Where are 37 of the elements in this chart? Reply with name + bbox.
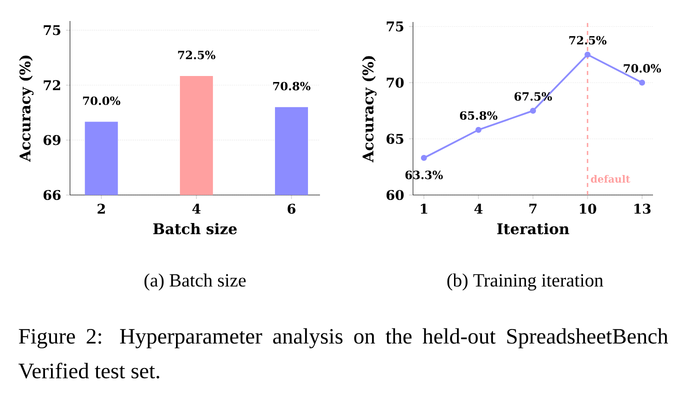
y-axis-title: Accuracy (%)	[362, 56, 377, 162]
data-label: 70.0%	[83, 96, 120, 106]
y-tick-label: 66	[44, 190, 61, 200]
x-tick-label: 2	[98, 204, 105, 214]
y-tick-label: 75	[386, 22, 404, 32]
y-tick-label: 60	[386, 190, 404, 200]
x-axis-title: Iteration	[497, 222, 570, 234]
y-tick-label: 72	[44, 80, 60, 90]
data-label: 72.5%	[178, 50, 216, 60]
data-label: 65.8%	[460, 111, 498, 120]
x-tick-label: 4	[474, 204, 483, 214]
data-label: 70.8%	[273, 82, 310, 90]
x-tick-label: 1	[420, 204, 428, 214]
data-label: 63.3%	[405, 170, 443, 180]
y-tick-label: 69	[44, 135, 60, 146]
caption: Figure 2: Hyperparameter analysis on the held-out SpreadsheetBench Verified test set.	[18, 328, 668, 379]
data-label: 72.5%	[569, 36, 606, 45]
x-tick-label: 6	[288, 204, 296, 214]
y-tick-label: 70	[386, 78, 404, 88]
point	[530, 108, 536, 114]
x-tick-label: 13	[634, 204, 651, 214]
x-axis-title: Batch size	[153, 222, 237, 234]
ref-line-label: default	[590, 175, 630, 183]
point	[584, 52, 591, 58]
y-axis-title: Accuracy (%)	[19, 56, 34, 162]
y-tick-label: 65	[386, 134, 404, 144]
text: (a) Batch size	[144, 274, 246, 290]
x-tick-label: 10	[580, 204, 596, 214]
point	[639, 80, 646, 86]
point	[420, 154, 427, 161]
data-label: 67.5%	[514, 92, 552, 101]
data-label: 70.0%	[624, 64, 662, 73]
point	[475, 126, 482, 133]
x-tick-label: 4	[192, 204, 201, 214]
x-tick-label: 7	[529, 204, 537, 214]
y-tick-label: 75	[44, 25, 60, 36]
text: (b) Training iteration	[447, 274, 604, 290]
